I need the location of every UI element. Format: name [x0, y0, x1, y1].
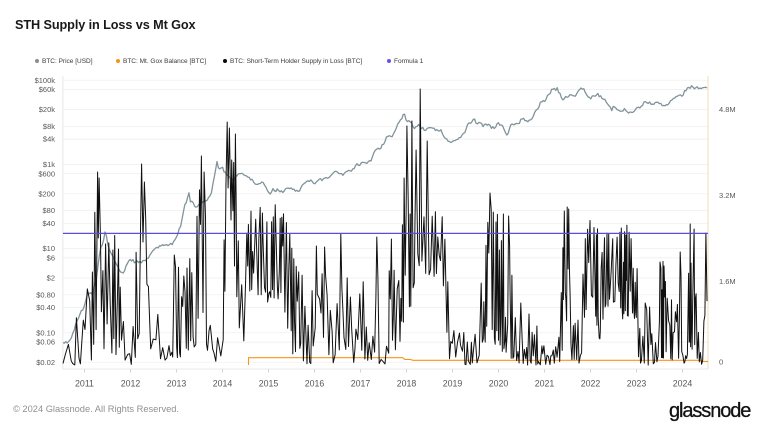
- svg-text:$0.06: $0.06: [36, 338, 55, 347]
- svg-text:2024: 2024: [673, 378, 693, 388]
- svg-text:$100k: $100k: [35, 76, 56, 85]
- svg-text:$80: $80: [42, 206, 55, 215]
- svg-text:2016: 2016: [305, 378, 325, 388]
- svg-text:$4k: $4k: [43, 135, 55, 144]
- svg-text:2022: 2022: [581, 378, 601, 388]
- svg-text:$1k: $1k: [43, 160, 55, 169]
- svg-text:2014: 2014: [213, 378, 233, 388]
- svg-text:2021: 2021: [535, 378, 555, 388]
- svg-text:2019: 2019: [443, 378, 463, 388]
- svg-text:$0.02: $0.02: [36, 358, 55, 367]
- svg-text:$0.40: $0.40: [36, 303, 55, 312]
- svg-text:$600: $600: [38, 169, 55, 178]
- svg-text:$2: $2: [47, 274, 55, 283]
- svg-text:$40: $40: [42, 219, 55, 228]
- svg-text:$10: $10: [42, 244, 55, 253]
- svg-text:$60k: $60k: [39, 85, 56, 94]
- svg-text:$0.80: $0.80: [36, 290, 55, 299]
- svg-text:$0.10: $0.10: [36, 328, 55, 337]
- svg-text:2015: 2015: [259, 378, 279, 388]
- svg-text:2011: 2011: [75, 378, 94, 388]
- svg-text:2017: 2017: [351, 378, 371, 388]
- svg-text:2018: 2018: [397, 378, 417, 388]
- svg-text:$8k: $8k: [43, 122, 55, 131]
- svg-text:2023: 2023: [627, 378, 647, 388]
- svg-text:2012: 2012: [121, 378, 141, 388]
- svg-text:$200: $200: [38, 189, 55, 198]
- svg-text:1.6M: 1.6M: [719, 277, 736, 286]
- svg-text:2020: 2020: [489, 378, 509, 388]
- svg-text:$6: $6: [47, 254, 55, 263]
- svg-text:0: 0: [719, 357, 723, 366]
- svg-text:4.8M: 4.8M: [719, 105, 736, 114]
- svg-text:$20k: $20k: [39, 105, 56, 114]
- svg-text:3.2M: 3.2M: [719, 191, 736, 200]
- svg-text:2013: 2013: [167, 378, 187, 388]
